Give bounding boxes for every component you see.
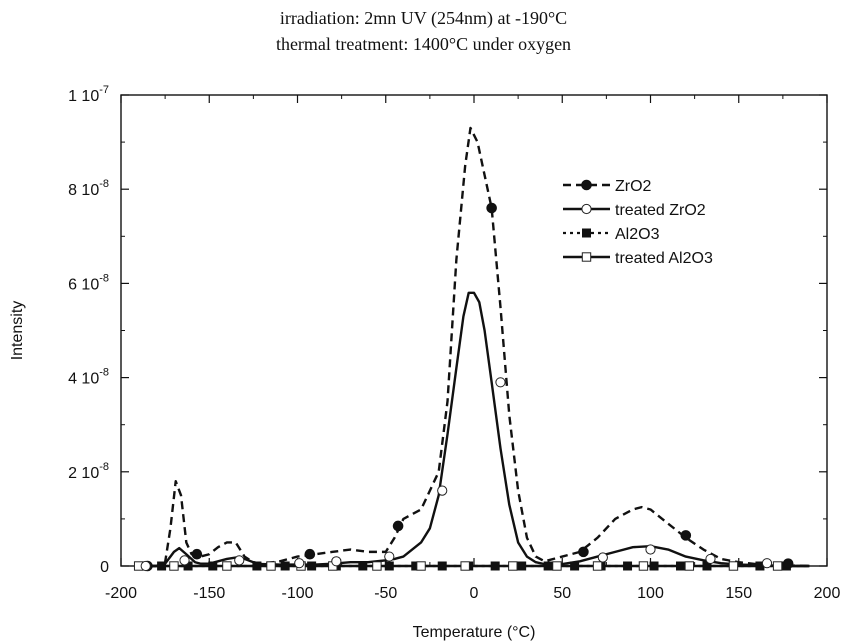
legend-marker: [581, 179, 592, 191]
x-tick-label: 0: [470, 585, 479, 602]
legend-entry: Al2O3: [563, 226, 660, 243]
plot-border: [120, 94, 828, 567]
x-tick-label: 50: [553, 585, 571, 602]
data-point: [517, 561, 527, 571]
data-point: [307, 561, 317, 571]
chart-title-line-1: irradiation: 2mn UV (254nm) at -190°C: [279, 8, 568, 28]
data-point: [372, 561, 382, 571]
data-point: [384, 561, 394, 571]
legend-label: treated Al2O3: [615, 250, 713, 267]
data-point: [638, 561, 649, 571]
series-layer: [133, 126, 810, 572]
series-line: [138, 126, 810, 568]
x-tick-label: -200: [105, 585, 137, 602]
y-tick-label: 0: [100, 559, 109, 576]
data-point: [490, 561, 500, 571]
markers-treated-al2o3: [133, 561, 783, 571]
legend-entry: treated Al2O3: [563, 250, 713, 267]
y-tick-label: 1 10-7: [68, 84, 109, 105]
data-point: [183, 561, 193, 571]
data-point: [304, 548, 316, 560]
data-point: [597, 552, 608, 563]
data-point: [234, 555, 245, 566]
data-point: [416, 561, 426, 571]
x-tick-label: 100: [637, 585, 664, 602]
data-point: [411, 561, 421, 571]
data-point: [705, 553, 716, 565]
data-point: [252, 561, 262, 571]
data-point: [649, 561, 659, 571]
data-point: [676, 561, 686, 571]
data-point: [702, 561, 712, 571]
data-point: [437, 485, 448, 496]
data-point: [592, 561, 603, 571]
legend-marker: [582, 228, 591, 238]
markers-treated-zro2: [140, 377, 773, 572]
x-tick-label: -100: [281, 585, 313, 602]
data-point: [486, 202, 497, 214]
x-axis-label: Temperature (°C): [413, 624, 536, 641]
data-point: [191, 548, 203, 560]
data-point: [392, 520, 404, 532]
data-point: [684, 561, 695, 571]
data-point: [578, 546, 589, 558]
data-point: [266, 561, 276, 571]
data-point: [680, 530, 692, 541]
data-point: [384, 551, 395, 562]
y-tick-label: 2 10-8: [68, 461, 109, 482]
data-point: [755, 561, 765, 571]
data-point: [570, 561, 580, 571]
plot-frame: [120, 94, 828, 567]
data-point: [623, 561, 633, 571]
y-axis-ticks: 0 2 10-8 4 10-8 6 10-8 8 10-8 1 10-7: [68, 84, 827, 576]
chart-title-line-2: thermal treatment: 1400°C under oxygen: [275, 34, 572, 54]
data-point: [437, 561, 447, 571]
legend-entry: ZrO2: [563, 178, 652, 195]
data-point: [772, 561, 783, 571]
data-point: [331, 556, 342, 567]
x-axis-ticks: -200 -150 -100 -50 0 50 100 150 200: [105, 95, 840, 602]
data-point: [728, 561, 739, 571]
legend-marker: [581, 252, 592, 262]
markers-zro2: [142, 202, 794, 572]
data-point: [280, 561, 290, 571]
x-tick-label: 150: [725, 585, 752, 602]
x-tick-label: -50: [374, 585, 397, 602]
y-axis-label: Intensity: [9, 301, 26, 361]
legend-label: Al2O3: [615, 226, 660, 243]
y-tick-label: 6 10-8: [68, 272, 109, 293]
series-treated-zro2: [138, 291, 810, 568]
data-point: [543, 561, 553, 571]
data-point: [179, 555, 190, 566]
y-tick-label: 4 10-8: [68, 367, 109, 388]
y-tick-label: 8 10-8: [68, 178, 109, 199]
legend-label: treated ZrO2: [615, 202, 706, 219]
data-point: [140, 560, 151, 572]
data-point: [460, 561, 470, 571]
data-point: [495, 377, 506, 388]
legend-entry: treated ZrO2: [563, 202, 706, 219]
legend-marker: [581, 203, 592, 215]
x-tick-label: -150: [193, 585, 225, 602]
data-point: [782, 558, 794, 569]
data-point: [508, 561, 518, 571]
data-point: [294, 558, 305, 569]
legend: ZrO2 treated ZrO2 Al2O3 treated Al2O3: [563, 178, 713, 267]
data-point: [645, 544, 656, 555]
data-point: [222, 561, 232, 571]
data-point: [761, 558, 773, 569]
data-point: [358, 561, 368, 571]
legend-label: ZrO2: [615, 178, 652, 195]
data-point: [169, 561, 179, 571]
data-point: [157, 561, 167, 571]
series-line: [138, 291, 810, 568]
series-zro2: [138, 126, 810, 568]
x-tick-label: 200: [814, 585, 841, 602]
data-point: [552, 561, 562, 571]
data-point: [208, 561, 218, 571]
